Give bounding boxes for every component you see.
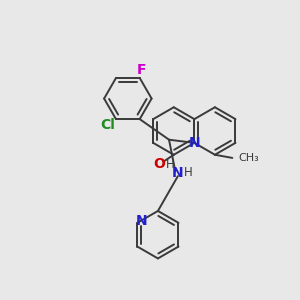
- Text: N: N: [172, 166, 184, 180]
- Text: N: N: [135, 214, 147, 228]
- Text: N: N: [188, 136, 200, 150]
- Text: H: H: [184, 167, 193, 179]
- Text: H: H: [166, 158, 175, 171]
- Text: O: O: [154, 157, 166, 171]
- Text: CH₃: CH₃: [238, 153, 260, 163]
- Text: Cl: Cl: [100, 118, 116, 132]
- Text: F: F: [136, 63, 146, 77]
